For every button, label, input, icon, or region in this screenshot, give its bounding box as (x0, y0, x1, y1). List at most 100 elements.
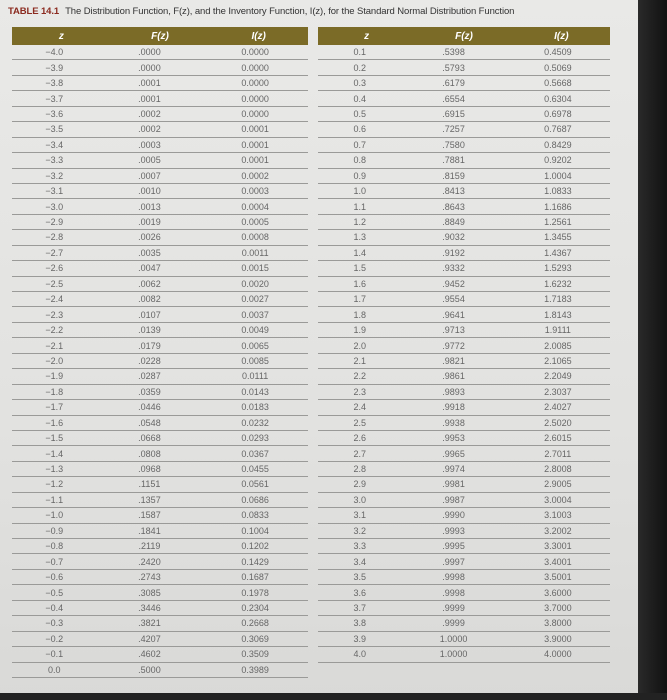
cell-z: 3.4 (353, 556, 366, 567)
cell-i: 1.0004 (544, 170, 572, 181)
cell-f: .0139 (138, 325, 161, 336)
cell-z: 0.4 (353, 93, 366, 104)
cell-z: −3.3 (45, 155, 64, 166)
table-title: The Distribution Function, F(z), and the… (65, 6, 515, 17)
cell-i: 0.0085 (241, 355, 269, 366)
cell-f: .0668 (138, 433, 161, 444)
cell-f: .0001 (138, 93, 161, 104)
cell-f: .9974 (442, 464, 465, 475)
cell-i: 3.3001 (544, 541, 572, 552)
table-row: 0.9 .8159 1.0004 (318, 169, 610, 184)
cell-f: .9554 (442, 294, 465, 305)
cell-i: 1.9111 (544, 325, 571, 336)
cell-i: 0.0000 (241, 78, 269, 89)
cell-i: 3.5001 (544, 572, 572, 583)
cell-i: 0.0455 (241, 464, 269, 475)
cell-z: −2.0 (45, 355, 64, 366)
table-row: 0.1 .5398 0.4509 (318, 45, 610, 61)
table-row: −1.0 .1587 0.0833 (12, 508, 308, 524)
cell-i: 0.5668 (544, 78, 572, 89)
cell-i: 0.0000 (241, 47, 269, 58)
table-row: 3.9 1.0000 3.9000 (318, 632, 610, 648)
table-row: 1.9 .9713 1.9111 (318, 323, 610, 339)
table-row: 2.5 .9938 2.5020 (318, 416, 610, 431)
cell-z: 3.2 (353, 525, 366, 536)
cell-i: 0.0111 (242, 371, 269, 382)
cell-z: 2.0 (353, 340, 366, 351)
cell-i: 0.9202 (544, 155, 572, 166)
cell-i: 0.0005 (241, 217, 269, 228)
cell-f: .7881 (442, 155, 465, 166)
cell-z: 2.6 (353, 433, 366, 444)
cell-f: .0035 (138, 247, 161, 258)
cell-f: .9995 (442, 541, 465, 552)
cell-i: 0.5069 (544, 62, 572, 73)
cell-z: 1.0 (353, 186, 366, 197)
table-row: 1.3 .9032 1.3455 (318, 230, 610, 246)
cell-i: 3.0004 (544, 494, 572, 505)
header-f: F(z) (455, 30, 473, 42)
cell-z: −3.7 (45, 93, 64, 104)
table-row: 1.6 .9452 1.6232 (318, 277, 610, 292)
cell-i: 2.9005 (544, 479, 572, 490)
cell-i: 0.6304 (544, 93, 572, 104)
background-edge-right (638, 0, 667, 700)
table-row: 3.3 .9995 3.3001 (318, 539, 610, 555)
table-row: −1.6 .0548 0.0232 (12, 416, 308, 431)
table-row: 0.0 .5000 0.3989 (12, 663, 308, 678)
cell-f: .6179 (442, 78, 465, 89)
table-row: −1.2 .1151 0.0561 (12, 477, 308, 493)
cell-f: .0287 (138, 371, 161, 382)
cell-i: 0.0004 (241, 201, 269, 212)
cell-i: 0.0686 (241, 494, 269, 505)
cell-f: .5000 (138, 664, 161, 675)
cell-f: .9998 (442, 572, 465, 583)
cell-f: .9332 (442, 263, 465, 274)
cell-i: 0.1004 (241, 525, 269, 536)
cell-f: .7580 (442, 139, 465, 150)
cell-f: .9192 (442, 247, 465, 258)
cell-i: 0.2668 (241, 618, 269, 629)
cell-z: −2.4 (45, 294, 64, 305)
cell-z: 3.5 (353, 572, 366, 583)
table-row: −3.8 .0001 0.0000 (12, 76, 308, 92)
cell-f: .5793 (442, 62, 465, 73)
cell-z: 2.4 (353, 402, 366, 413)
cell-z: −0.4 (45, 602, 64, 613)
cell-i: 0.0002 (241, 170, 269, 181)
cell-i: 0.0367 (241, 448, 269, 459)
table-row: −0.6 .2743 0.1687 (12, 570, 308, 586)
cell-i: 0.0049 (241, 325, 269, 336)
cell-z: −0.9 (45, 525, 64, 536)
table-row: −0.2 .4207 0.3069 (12, 632, 308, 648)
cell-f: .9772 (442, 340, 465, 351)
table-row: 1.7 .9554 1.7183 (318, 292, 610, 308)
cell-i: 0.0011 (241, 247, 269, 258)
cell-z: 2.3 (353, 386, 366, 397)
cell-f: .0968 (138, 464, 161, 475)
table-body: −4.0 .0000 0.0000 −3.9 .0000 0.0000 −3.8 .0001 0… (12, 45, 308, 678)
table-row: −0.7 .2420 0.1429 (12, 554, 308, 570)
cell-f: .0002 (138, 108, 161, 119)
table-row: −3.6 .0002 0.0000 (12, 107, 308, 123)
cell-i: 1.7183 (544, 294, 572, 305)
cell-z: −0.7 (45, 556, 64, 567)
table-row: 2.1 .9821 2.1065 (318, 354, 610, 370)
cell-i: 0.0143 (241, 386, 269, 397)
cell-f: .8849 (442, 217, 465, 228)
cell-f: .8413 (442, 186, 465, 197)
cell-z: 1.1 (353, 201, 366, 212)
cell-f: .0002 (138, 124, 161, 135)
cell-f: .0010 (138, 186, 161, 197)
cell-z: 2.1 (353, 355, 366, 366)
cell-f: .0013 (138, 201, 161, 212)
table-row: 2.0 .9772 2.0085 (318, 338, 610, 354)
cell-z: 3.7 (353, 602, 366, 613)
cell-z: 0.9 (353, 170, 366, 181)
cell-f: .9861 (442, 371, 465, 382)
cell-f: .0548 (138, 417, 161, 428)
table-row: 1.8 .9641 1.8143 (318, 307, 610, 323)
cell-z: −0.8 (45, 541, 64, 552)
cell-i: 0.0000 (241, 108, 269, 119)
cell-f: .9997 (442, 556, 465, 567)
